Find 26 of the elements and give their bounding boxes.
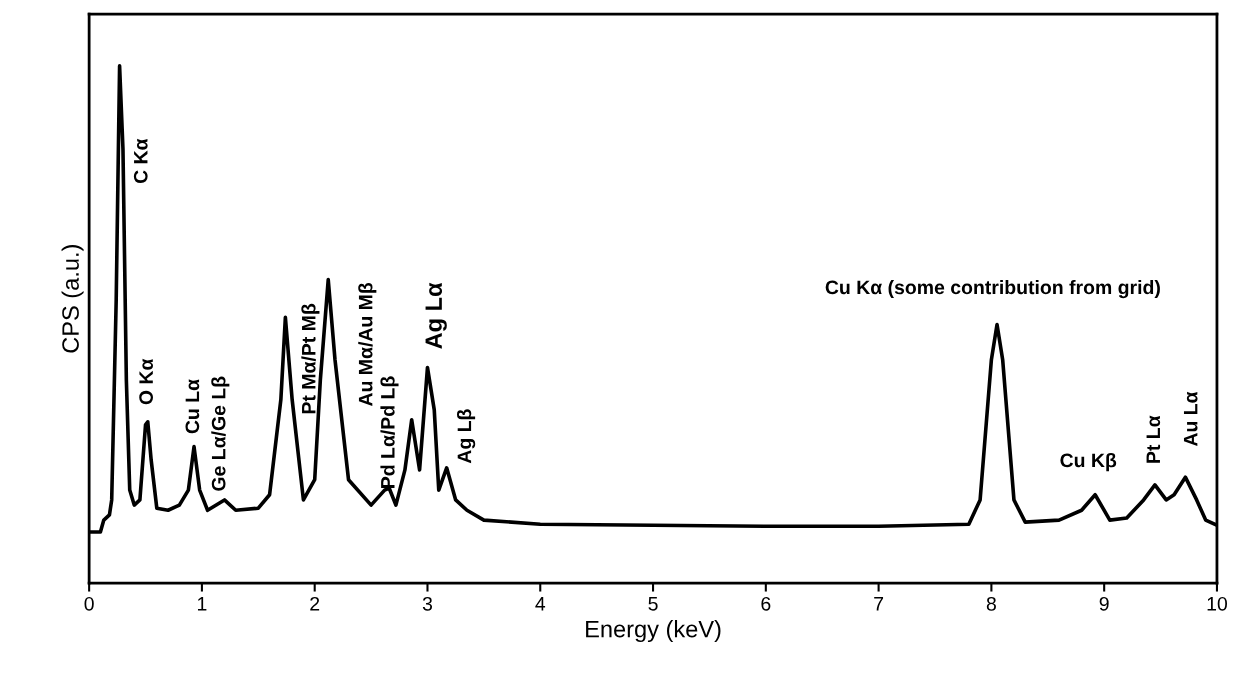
x-tick-label: 3 (422, 596, 433, 611)
x-tick-label: 9 (1099, 596, 1109, 611)
x-axis-title: Energy (keV) (586, 620, 721, 643)
annotation: Ag Lβ (456, 409, 476, 464)
annotation: C Kα (133, 138, 148, 184)
annotation: Cu Kβ (1060, 453, 1117, 472)
annotation: O Kα (139, 358, 153, 405)
x-tick-label: 4 (535, 597, 546, 611)
x-tick-label: 8 (986, 596, 996, 611)
x-tick-label: 7 (874, 597, 884, 611)
x-tick-label: 6 (761, 596, 771, 611)
annotation: Pt Mα/Pt Mβ (301, 303, 320, 414)
annotation: Cu Lα (185, 379, 200, 434)
x-tick-label: 10 (1207, 596, 1228, 611)
annotation: Pt Lα (1146, 415, 1161, 463)
x-tick-label: 5 (648, 597, 658, 611)
x-tick-label: 1 (197, 597, 207, 611)
annotation: Cu Kα (some contribution from grid) (825, 279, 1160, 299)
x-tick-label: 2 (310, 596, 320, 611)
y-axis-title: CPS (a.u.) (61, 245, 84, 353)
x-tick-label: 0 (84, 596, 94, 611)
annotation: Ge Lα/Ge Lβ (211, 376, 230, 491)
annotation: Au Mα/Au Mβ (358, 282, 377, 407)
annotation: Au Lα (1183, 391, 1198, 447)
annotation: Ag Lα (425, 282, 447, 349)
annotation: Pd Lα/Pd Lβ (380, 376, 399, 488)
